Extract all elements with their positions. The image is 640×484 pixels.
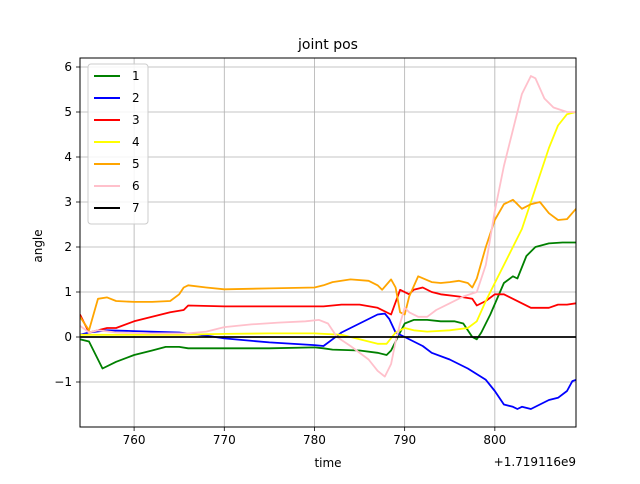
series-line-6 bbox=[80, 75, 576, 378]
y-tick-label: 2 bbox=[64, 240, 72, 254]
plot-frame bbox=[79, 57, 577, 428]
x-axis-offset-label: +1.719116e9 bbox=[494, 455, 576, 469]
legend: 1 2 3 4 5 6 7 bbox=[87, 63, 149, 225]
y-tick-label: −1 bbox=[54, 375, 72, 389]
legend-label-1: 1 bbox=[132, 69, 140, 83]
legend-label-3: 3 bbox=[132, 113, 140, 127]
legend-label-2: 2 bbox=[132, 91, 140, 105]
legend-label-6: 6 bbox=[132, 179, 140, 193]
series-line-1 bbox=[80, 241, 576, 370]
y-tick-label: 0 bbox=[64, 330, 72, 344]
x-tick-label: 800 bbox=[483, 433, 506, 447]
y-tick-label: 5 bbox=[64, 105, 72, 119]
series-line-5 bbox=[80, 198, 576, 332]
y-tick-label: 6 bbox=[64, 60, 72, 74]
x-tick-label: 780 bbox=[303, 433, 326, 447]
chart-title: joint pos bbox=[297, 37, 358, 53]
grid bbox=[80, 58, 576, 427]
series-line-4 bbox=[80, 111, 576, 345]
y-tick-label: 1 bbox=[64, 285, 72, 299]
x-tick-label: 770 bbox=[213, 433, 236, 447]
x-axis-ticks: 760 770 780 790 800 bbox=[123, 427, 506, 447]
legend-label-5: 5 bbox=[132, 157, 140, 171]
x-axis-label: time bbox=[314, 456, 341, 470]
y-tick-label: 3 bbox=[64, 195, 72, 209]
y-tick-label: 4 bbox=[64, 150, 72, 164]
legend-label-7: 7 bbox=[132, 201, 140, 215]
y-axis-ticks: −1 0 1 2 3 4 5 6 bbox=[54, 60, 80, 389]
x-tick-label: 790 bbox=[393, 433, 416, 447]
legend-label-4: 4 bbox=[132, 135, 140, 149]
y-axis-label: angle bbox=[31, 229, 45, 262]
legend-box bbox=[87, 63, 149, 225]
series-lines bbox=[80, 75, 576, 410]
x-tick-label: 760 bbox=[123, 433, 146, 447]
